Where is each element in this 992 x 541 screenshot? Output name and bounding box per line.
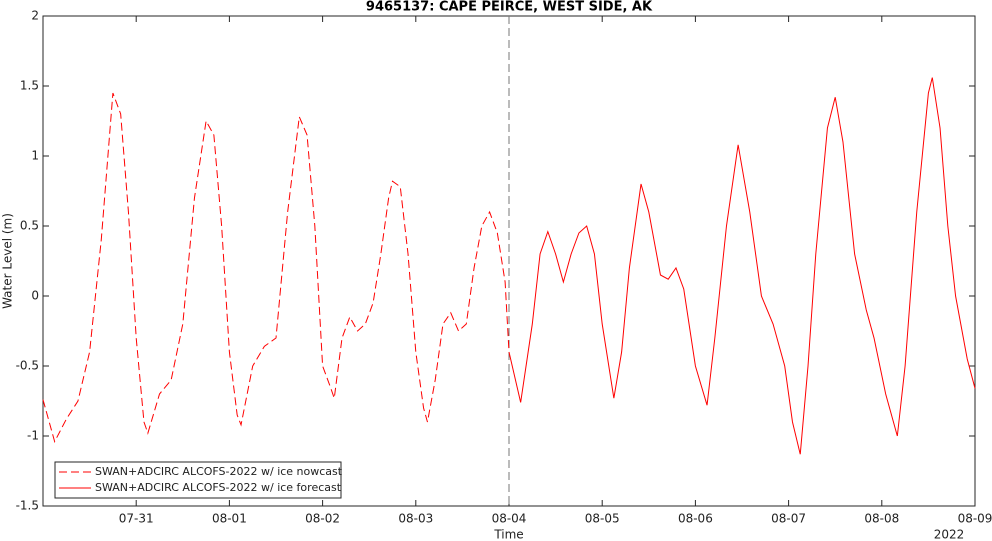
- x-tick-label: 08-03: [398, 512, 433, 526]
- data-line: [508, 77, 976, 455]
- x-axis-year-label: 2022: [934, 528, 965, 541]
- x-tick-label: 08-07: [771, 512, 806, 526]
- y-tick-label: -1.5: [16, 499, 39, 513]
- y-axis-label: Water Level (m): [1, 213, 15, 309]
- legend-box: [54, 461, 342, 499]
- y-tick-label: 1.5: [20, 79, 39, 93]
- y-tick-label: 0.5: [20, 219, 39, 233]
- y-tick-label: 1: [31, 149, 39, 163]
- y-tick-label: -1: [27, 429, 39, 443]
- y-tick-label: 0: [31, 289, 39, 303]
- chart-title: 9465137: CAPE PEIRCE, WEST SIDE, AK: [366, 0, 653, 15]
- y-tick-label: 2: [31, 9, 39, 23]
- legend-label: SWAN+ADCIRC ALCOFS-2022 w/ ice nowcast: [95, 465, 343, 478]
- x-axis-label: Time: [493, 528, 523, 541]
- x-tick-label: 08-05: [585, 512, 620, 526]
- x-tick-label: 08-01: [212, 512, 247, 526]
- x-tick-label: 08-09: [958, 512, 992, 526]
- x-tick-label: 08-02: [305, 512, 340, 526]
- x-tick-label: 08-04: [492, 512, 527, 526]
- x-tick-label: 08-08: [864, 512, 899, 526]
- data-line: [42, 92, 510, 443]
- x-tick-label: 07-31: [119, 512, 154, 526]
- legend-label: SWAN+ADCIRC ALCOFS-2022 w/ ice forecast: [95, 481, 342, 494]
- y-tick-label: -0.5: [16, 359, 39, 373]
- x-tick-label: 08-06: [678, 512, 713, 526]
